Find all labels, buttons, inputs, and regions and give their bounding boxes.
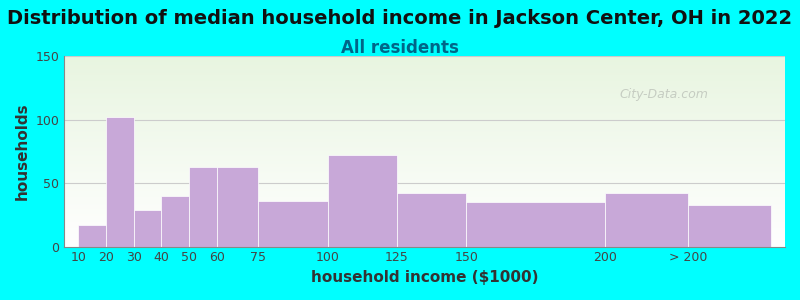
Bar (189, 167, 217, 247)
Text: Distribution of median household income in Jackson Center, OH in 2022: Distribution of median household income … (7, 9, 793, 28)
Bar (162, 196, 189, 247)
Bar (134, 210, 162, 247)
Bar (217, 167, 258, 247)
Bar (688, 205, 771, 247)
Bar (78, 225, 106, 247)
Bar (397, 193, 466, 247)
Text: All residents: All residents (341, 39, 459, 57)
X-axis label: household income ($1000): household income ($1000) (311, 270, 538, 285)
Bar (258, 201, 328, 247)
Text: City-Data.com: City-Data.com (619, 88, 708, 101)
Bar (605, 193, 688, 247)
Bar (106, 117, 134, 247)
Bar (328, 155, 397, 247)
Y-axis label: households: households (15, 103, 30, 200)
Bar (466, 202, 605, 247)
